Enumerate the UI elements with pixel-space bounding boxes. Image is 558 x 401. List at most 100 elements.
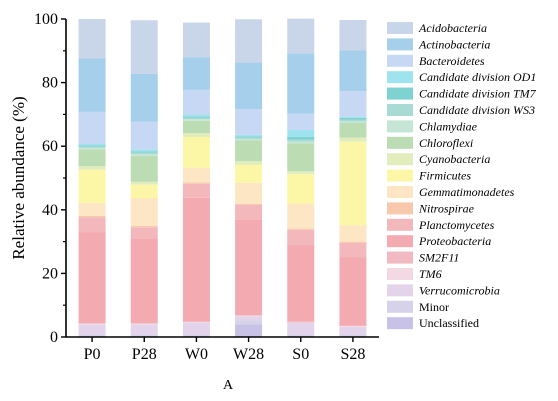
- bar-segment-p0-firmicutes: [78, 169, 106, 203]
- legend-swatch: [387, 186, 413, 198]
- bar-segment-p0-cyanobacteria: [78, 166, 106, 170]
- bar-segment-s28-gemmatimonadetes: [339, 225, 367, 242]
- bar-segment-w28-actinobacteria: [235, 62, 263, 109]
- legend-item-actinobacteria: Actinobacteria: [387, 37, 490, 51]
- bar-segment-p28-candidate-division-od1: [130, 149, 158, 152]
- legend-item-firmicutes: Firmicutes: [387, 169, 471, 183]
- bar-segment-p0-planctomycetes: [78, 217, 106, 233]
- legend-swatch: [387, 169, 413, 182]
- legend-label: SM2F11: [419, 251, 459, 265]
- y-tick-label: 0: [50, 329, 58, 346]
- legend-label: Nitrospirae: [418, 201, 475, 215]
- y-axis-title: Relative abundance (%): [9, 96, 28, 259]
- legend-label: TM6: [419, 267, 442, 281]
- bar-segment-s0-minor: [287, 334, 315, 337]
- y-tick-label: 60: [42, 138, 58, 155]
- legend-label: Acidobacteria: [418, 21, 487, 35]
- bar-segment-p28-bacteroidetes: [130, 121, 158, 150]
- bar-segment-w28-firmicutes: [235, 164, 263, 183]
- bar-segment-w28-chloroflexi: [235, 140, 263, 162]
- legend: Acidobacteria Actinobacteria Bacteroidetes…: [387, 21, 537, 330]
- bar-segment-p0-candidate-division-od1: [78, 143, 106, 146]
- bar-segment-p0-acidobacteria: [78, 19, 106, 59]
- legend-label: Candidate division OD1: [419, 70, 536, 84]
- bar-segment-p0-candidate-division-tm7: [78, 145, 106, 147]
- legend-item-candidate-division-ws3: Candidate division WS3: [387, 103, 535, 117]
- legend-swatch: [387, 136, 413, 149]
- bar-segment-s28-actinobacteria: [339, 50, 367, 92]
- bar-segment-s0-actinobacteria: [287, 53, 315, 114]
- legend-swatch: [387, 104, 413, 116]
- bar-segment-w0-tm6: [182, 322, 210, 323]
- legend-item-verrucomicrobia: Verrucomicrobia: [387, 283, 500, 297]
- bar-segment-s28-minor: [339, 334, 367, 337]
- bar-segment-p0-nitrospirae: [78, 215, 106, 218]
- bar-segment-s28-candidate-division-tm7: [339, 117, 367, 120]
- legend-label: Chlamydiae: [419, 119, 478, 133]
- bars-layer: [78, 18, 367, 337]
- legend-item-candidate-division-od1: Candidate division OD1: [387, 70, 536, 84]
- bar-segment-s0-bacteroidetes: [287, 113, 315, 130]
- legend-swatch: [387, 71, 413, 84]
- bar-segment-s28-cyanobacteria: [339, 137, 367, 142]
- bar-segment-p28-candidate-division-tm7: [130, 151, 158, 153]
- legend-swatch: [387, 284, 413, 297]
- bar-segment-w28-gemmatimonadetes: [235, 182, 263, 204]
- bar-segment-p0-proteobacteria: [78, 232, 106, 324]
- axes-layer: [61, 18, 379, 342]
- y-tick-label: 100: [34, 11, 58, 28]
- bar-segment-p0-candidate-division-ws3: [78, 146, 106, 148]
- bar-segment-p28-tm6: [130, 323, 158, 325]
- bar-segment-s0-proteobacteria: [287, 245, 315, 322]
- bar-segment-p28-candidate-division-ws3: [130, 152, 158, 155]
- bar-segment-s28-nitrospirae: [339, 241, 367, 243]
- bar-segment-s28-tm6: [339, 326, 367, 327]
- legend-label: Minor: [419, 300, 449, 314]
- legend-swatch: [387, 153, 413, 166]
- bar-segment-p0-sm2f11: [78, 323, 106, 324]
- legend-swatch: [387, 54, 413, 67]
- bar-segment-p28-acidobacteria: [130, 20, 158, 74]
- bar-segment-s28-verrucomicrobia: [339, 326, 367, 335]
- legend-label: Candidate division TM7: [419, 87, 537, 101]
- bar-segment-p28-minor: [130, 334, 158, 337]
- bar-segment-w0-actinobacteria: [182, 57, 210, 90]
- bar-segment-p28-planctomycetes: [130, 227, 158, 239]
- legend-swatch: [387, 120, 413, 133]
- y-tick-label: 40: [42, 202, 58, 219]
- y-tick-labels: 0 20 40 60 80 100: [34, 11, 58, 346]
- legend-item-chloroflexi: Chloroflexi: [387, 136, 473, 150]
- bar-segment-p28-nitrospirae: [130, 226, 158, 228]
- bar-segment-w28-cyanobacteria: [235, 161, 263, 165]
- bar-segment-s28-chloroflexi: [339, 122, 367, 138]
- bar-segment-w0-bacteroidetes: [182, 89, 210, 115]
- bar-segment-w0-candidate-division-tm7: [182, 116, 210, 118]
- legend-item-unclassified: Unclassified: [387, 316, 479, 330]
- legend-label: Chloroflexi: [419, 136, 473, 150]
- bar-segment-s28-sm2f11: [339, 325, 367, 327]
- bar-segment-w0-sm2f11: [182, 321, 210, 323]
- bar-segment-w0-minor: [182, 334, 210, 337]
- bar-segment-p0-chloroflexi: [78, 149, 106, 167]
- legend-swatch: [387, 235, 413, 248]
- bar-segment-s0-planctomycetes: [287, 229, 315, 246]
- bar-segment-s0-candidate-division-tm7: [287, 136, 315, 140]
- bar-segment-s0-verrucomicrobia: [287, 323, 315, 335]
- legend-item-chlamydiae: Chlamydiae: [387, 119, 478, 133]
- legend-label: Proteobacteria: [418, 234, 491, 248]
- bar-segment-p0-minor: [78, 334, 106, 337]
- legend-swatch: [387, 317, 413, 330]
- x-tick-labels: P0 P28 W0 W28 S0 S28: [84, 346, 366, 363]
- bar-segment-w0-firmicutes: [182, 136, 210, 168]
- y-tick-label: 20: [42, 265, 58, 282]
- bar-segment-w0-chloroflexi: [182, 120, 210, 134]
- legend-label: Bacteroidetes: [419, 54, 485, 68]
- legend-swatch: [387, 38, 413, 51]
- bar-segment-s0-candidate-division-od1: [287, 129, 315, 137]
- bar-segment-s0-gemmatimonadetes: [287, 203, 315, 229]
- x-tick-label: W0: [185, 346, 208, 363]
- bar-segment-p28-proteobacteria: [130, 238, 158, 324]
- legend-label: Cyanobacteria: [419, 152, 490, 166]
- legend-item-minor: Minor: [387, 300, 449, 314]
